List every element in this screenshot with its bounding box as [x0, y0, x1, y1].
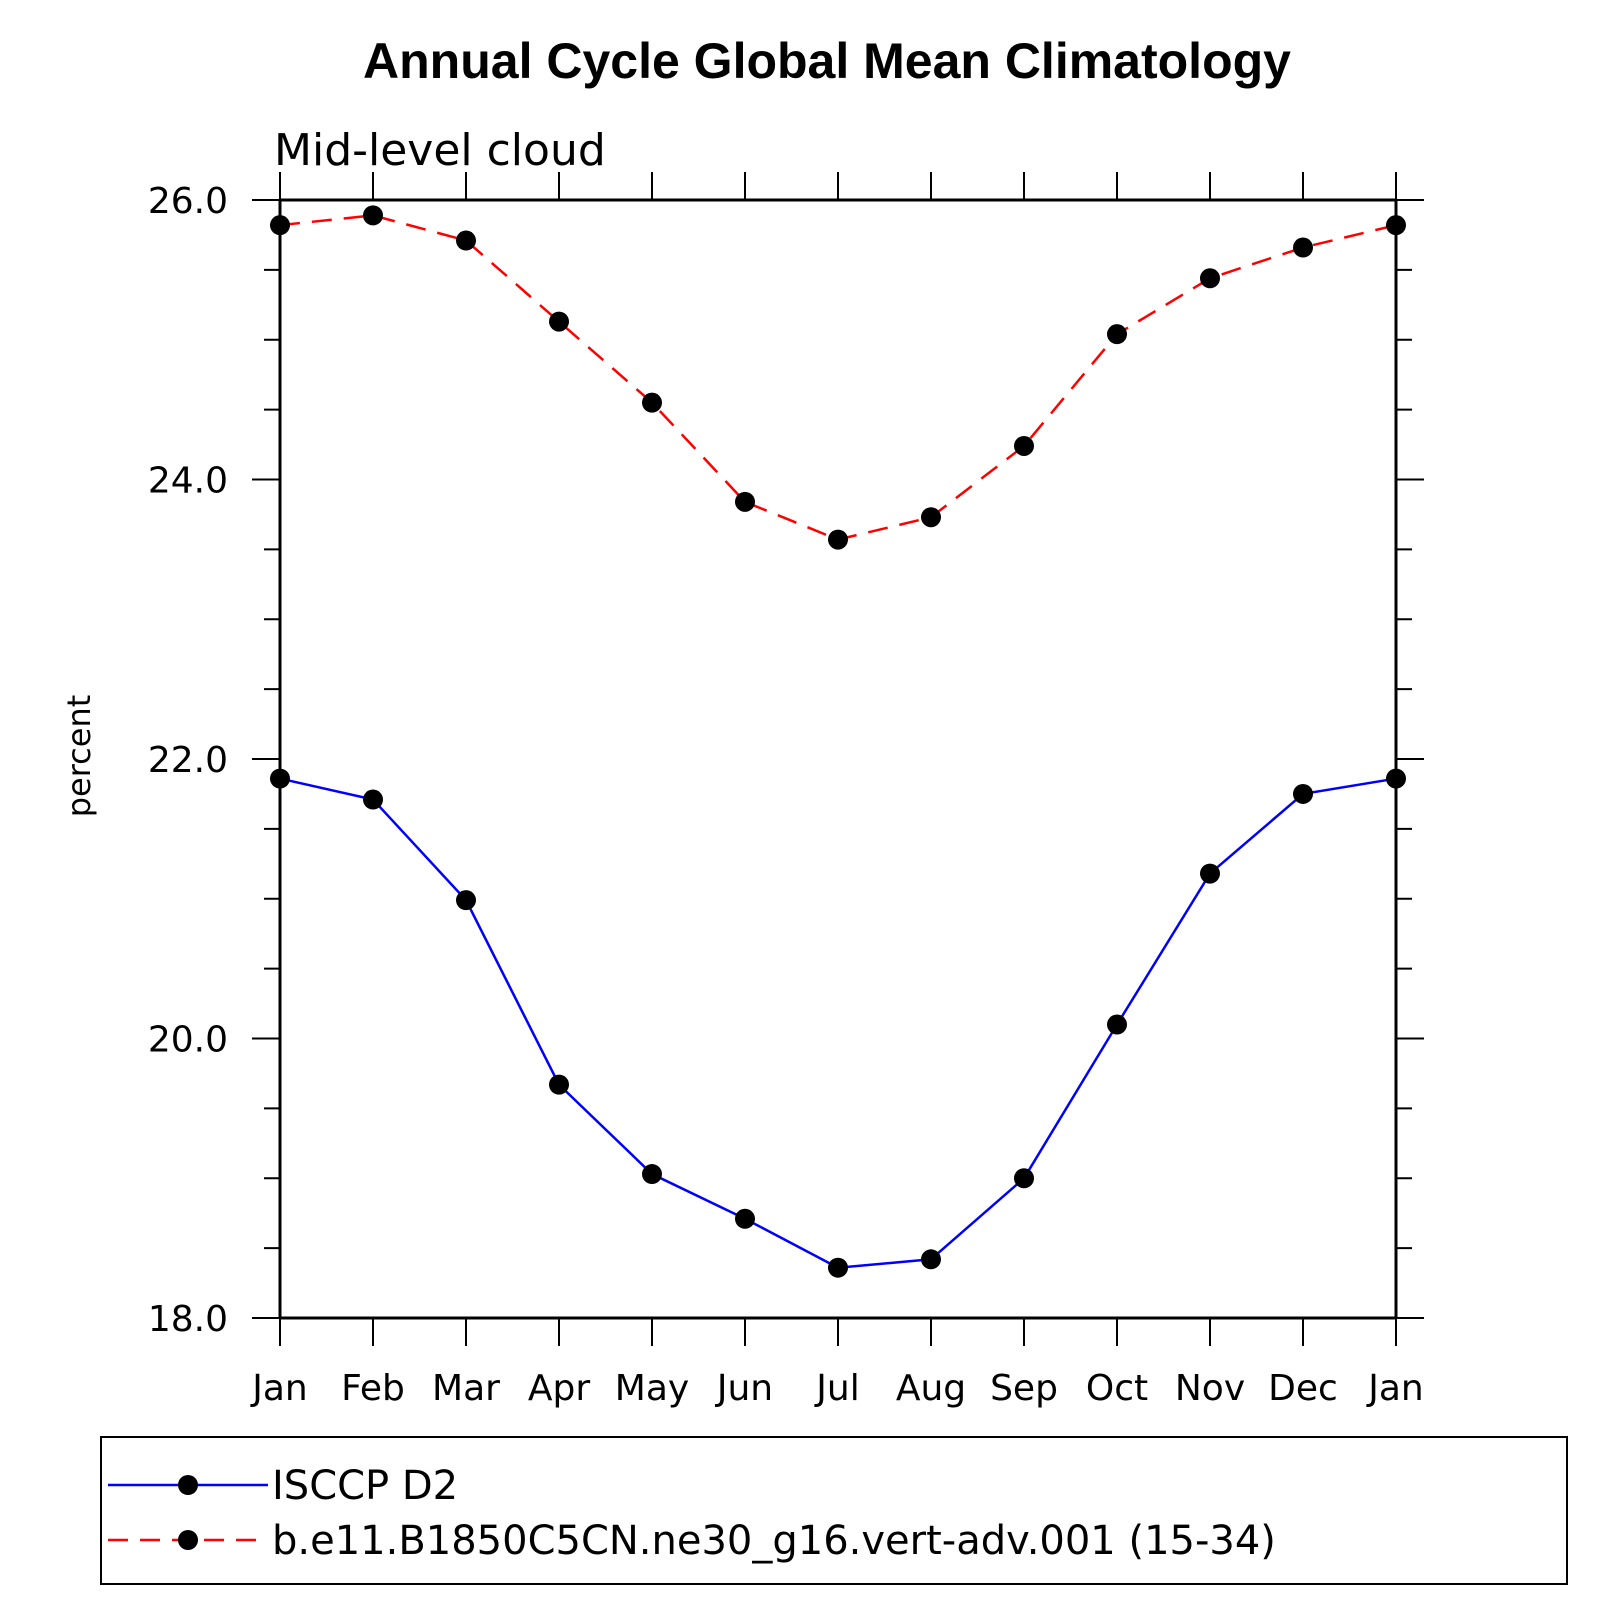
data-point: [270, 768, 290, 789]
data-point: [1386, 768, 1406, 789]
legend-marker: [178, 1530, 198, 1550]
x-tick-label: Jun: [715, 1368, 773, 1409]
data-point: [1386, 215, 1406, 236]
x-tick-label: May: [615, 1368, 689, 1409]
y-axis-label: percent: [60, 695, 98, 818]
data-point: [1200, 863, 1220, 884]
data-point: [735, 1208, 755, 1229]
x-tick-label: Mar: [432, 1368, 500, 1409]
data-point: [549, 311, 569, 332]
data-point: [921, 1249, 941, 1270]
data-point: [549, 1074, 569, 1095]
x-tick-label: Sep: [990, 1368, 1058, 1409]
data-point: [642, 392, 662, 413]
data-point: [828, 1257, 848, 1278]
chart-title: Annual Cycle Global Mean Climatology: [363, 33, 1291, 89]
data-point: [270, 215, 290, 236]
x-tick-label: Jul: [814, 1368, 859, 1409]
data-point: [828, 529, 848, 550]
legend-label: b.e11.B1850C5CN.ne30_g16.vert-adv.001 (1…: [272, 1518, 1276, 1564]
data-point: [1293, 783, 1313, 804]
legend-marker: [178, 1475, 198, 1495]
series-1: [270, 205, 1406, 550]
data-point: [921, 507, 941, 528]
data-point: [735, 491, 755, 512]
chart-subtitle: Mid-level cloud: [274, 125, 606, 176]
series-line: [279, 214, 1397, 541]
data-point: [1014, 1168, 1034, 1189]
x-tick-label: Oct: [1086, 1368, 1148, 1409]
data-point: [1107, 324, 1127, 345]
x-tick-label: Dec: [1268, 1368, 1338, 1409]
series-layer: [270, 205, 1406, 1278]
x-tick-label: Apr: [528, 1368, 590, 1409]
legend-label: ISCCP D2: [272, 1463, 458, 1509]
series-line: [279, 777, 1397, 1269]
data-point: [642, 1164, 662, 1185]
y-tick-label: 22.0: [148, 740, 228, 781]
data-point: [1200, 268, 1220, 289]
data-point: [1293, 237, 1313, 258]
y-tick-label: 18.0: [148, 1299, 228, 1340]
x-tick-label: Jan: [1366, 1368, 1424, 1409]
data-point: [363, 789, 383, 810]
data-point: [1107, 1014, 1127, 1035]
x-tick-label: Aug: [896, 1368, 966, 1409]
legend-box: [100, 1436, 1568, 1585]
axes: Jan Feb Mar Apr May Jun Jul Aug Sep Oct Nov Dec Jan 1…: [148, 172, 1424, 1409]
x-tick-label: Nov: [1175, 1368, 1245, 1409]
x-tick-label: Feb: [341, 1368, 405, 1409]
data-point: [363, 205, 383, 226]
x-tick-label: Jan: [250, 1368, 308, 1409]
legend: ISCCP D2 b.e11.B1850C5CN.ne30_g16.vert-ad…: [100, 1436, 1568, 1585]
series-0: [270, 768, 1406, 1278]
data-point: [456, 230, 476, 251]
y-tick-label: 24.0: [148, 461, 228, 502]
y-tick-label: 20.0: [148, 1020, 228, 1061]
data-point: [1014, 435, 1034, 456]
y-tick-label: 26.0: [148, 181, 228, 222]
data-point: [456, 890, 476, 911]
